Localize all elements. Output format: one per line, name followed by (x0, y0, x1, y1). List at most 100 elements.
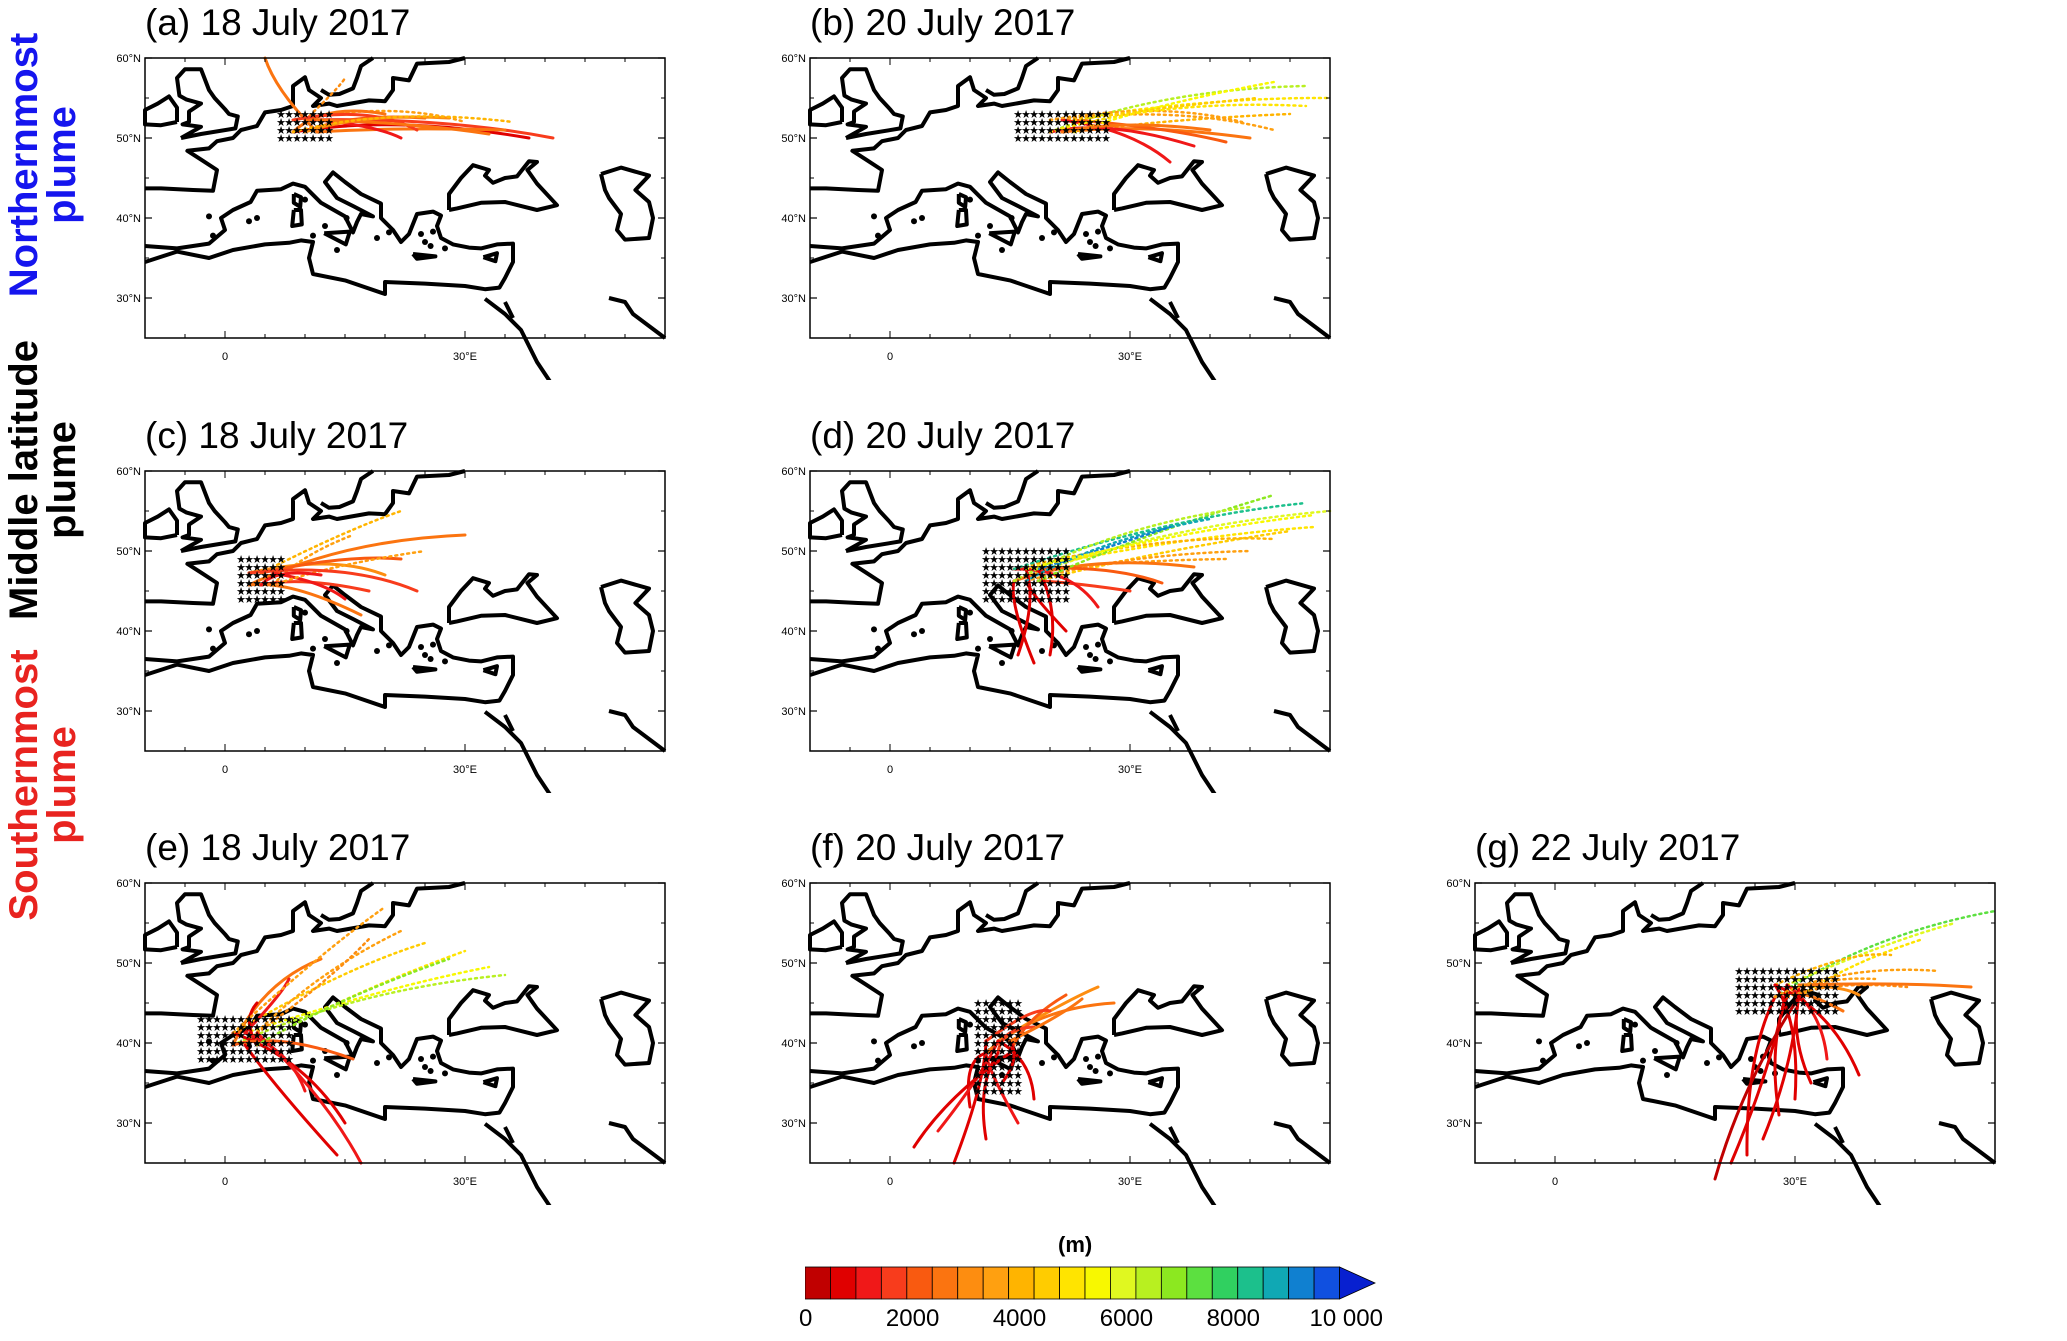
coastline (1264, 990, 1320, 1067)
source-star: ★ (212, 1046, 222, 1058)
lat-tick-label: 30°N (781, 706, 806, 718)
source-star: ★ (260, 1014, 270, 1026)
source-star: ★ (300, 109, 310, 121)
source-star: ★ (1013, 562, 1023, 574)
island (386, 1054, 392, 1061)
source-star: ★ (1758, 998, 1768, 1010)
trajectory (1024, 513, 1316, 571)
island (334, 660, 340, 666)
source-star: ★ (276, 117, 286, 129)
source-star: ★ (981, 1006, 991, 1018)
source-star: ★ (260, 578, 270, 590)
source-star: ★ (308, 125, 318, 137)
source-star: ★ (236, 1046, 246, 1058)
source-star: ★ (236, 1014, 246, 1026)
source-star: ★ (997, 1054, 1007, 1066)
source-star: ★ (1005, 1006, 1015, 1018)
trajectory (1036, 525, 1172, 571)
source-star: ★ (244, 594, 254, 606)
lat-tick-label: 40°N (781, 213, 806, 225)
coastline (447, 572, 559, 625)
source-star: ★ (1069, 125, 1079, 137)
source-star: ★ (997, 1046, 1007, 1058)
colorbar-segment (982, 1266, 1010, 1300)
coastline (319, 56, 375, 97)
trajectory (231, 1039, 355, 1061)
source-star: ★ (1045, 133, 1055, 145)
map-frame (144, 57, 666, 339)
trajectory (1024, 579, 1068, 633)
island (246, 218, 252, 225)
source-star: ★ (1013, 1014, 1023, 1026)
lat-tick-label: 50°N (781, 546, 806, 558)
source-star: ★ (1798, 990, 1808, 1002)
source-star: ★ (1798, 1006, 1808, 1018)
trajectory (1012, 501, 1308, 571)
source-star: ★ (268, 1054, 278, 1066)
source-star: ★ (1005, 1062, 1015, 1074)
island (310, 232, 316, 239)
map-svg: ★★★★★★★★★★★★★★★★★★★★★★★★★★★★★★★★★★★★★★★★… (781, 466, 1332, 801)
source-star: ★ (981, 1070, 991, 1082)
source-star: ★ (196, 1046, 206, 1058)
source-star: ★ (1101, 133, 1111, 145)
coastline (411, 1077, 438, 1086)
island (1092, 243, 1099, 249)
source-star: ★ (1005, 586, 1015, 598)
source-star: ★ (989, 1038, 999, 1050)
source-star: ★ (1013, 125, 1023, 137)
source-star: ★ (1790, 974, 1800, 986)
island (418, 231, 424, 237)
row-label-middle: Middle latitude plume (2, 325, 85, 635)
coastline (984, 56, 1040, 97)
source-star: ★ (204, 1038, 214, 1050)
source-star: ★ (997, 1062, 1007, 1074)
source-star: ★ (1790, 1006, 1800, 1018)
trajectory (966, 1051, 988, 1109)
source-star: ★ (1806, 990, 1816, 1002)
row-label-line2: plume (40, 421, 84, 539)
trajectory (981, 1051, 1000, 1141)
trajectory (1048, 113, 1276, 132)
trajectory (1773, 909, 1997, 999)
source-star: ★ (1830, 998, 1840, 1010)
coastline (483, 710, 555, 801)
trajectory (1072, 118, 1228, 144)
source-star: ★ (973, 1062, 983, 1074)
source-star: ★ (981, 546, 991, 558)
source-star: ★ (1013, 594, 1023, 606)
source-star: ★ (981, 554, 991, 566)
trajectory (984, 1051, 1020, 1125)
source-star: ★ (997, 562, 1007, 574)
source-star: ★ (236, 1030, 246, 1042)
trajectory (231, 905, 387, 1035)
source-star: ★ (1029, 594, 1039, 606)
source-star: ★ (228, 1054, 238, 1066)
source-star: ★ (300, 125, 310, 137)
source-star: ★ (1021, 586, 1031, 598)
colorbar-segment (957, 1266, 984, 1300)
map-panel-b: ★ ★ ★ ★ ★ ★ ★ ★ ★ ★ ★ ★ ★ ★ ★ ★ ★ ★ ★ ★ ★ ★ ★ ★ ★ ★ ★ ★ ★ ★ ★ ★ ★ ★ ★ ★ ★ ★ ★ ★… (760, 50, 1335, 388)
source-star: ★ (1029, 117, 1039, 129)
coastline (1112, 572, 1224, 625)
source-star: ★ (1013, 1038, 1023, 1050)
coastline (1168, 714, 1180, 732)
source-star: ★ (1013, 998, 1023, 1010)
source-star: ★ (1013, 117, 1023, 129)
source-star: ★ (1021, 125, 1031, 137)
source-star: ★ (316, 133, 326, 145)
source-star: ★ (981, 578, 991, 590)
coastline (144, 583, 515, 709)
trajectory (315, 118, 491, 136)
source-star: ★ (973, 1014, 983, 1026)
coastline (1812, 1076, 1829, 1089)
coastline (809, 995, 1180, 1121)
island (418, 644, 424, 650)
trajectory (259, 509, 403, 575)
island (210, 645, 216, 652)
source-star: ★ (276, 125, 286, 137)
island (442, 245, 448, 252)
source-star: ★ (1005, 1078, 1015, 1090)
trajectory (1072, 80, 1276, 134)
map-svg: ★★★★★★★★★★★★★★★★★★★★★★★★★★★★★★★★★★★★★★★★… (781, 53, 1332, 388)
